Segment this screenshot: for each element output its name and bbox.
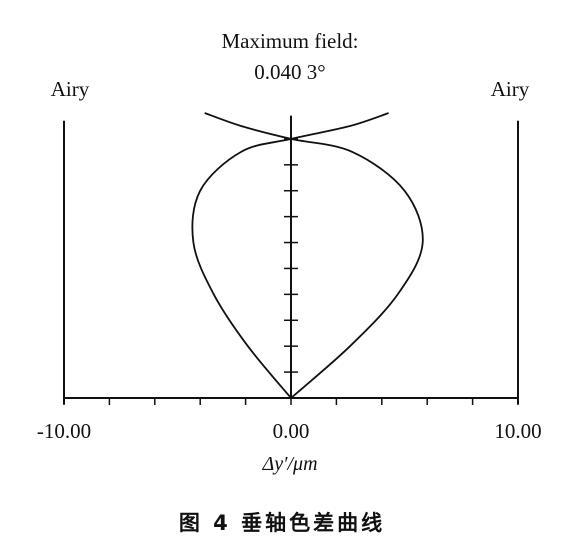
x-tick-label: 10.00 xyxy=(494,419,541,443)
airy-right-label: Airy xyxy=(491,77,530,101)
chart-plot: Maximum field: 0.040 3° Airy Airy Δy′/μm… xyxy=(37,29,542,475)
chart-title: Maximum field: xyxy=(221,29,358,53)
x-tick-label: 0.00 xyxy=(273,419,310,443)
chart-marks: -10.00 0.00 10.00 xyxy=(37,112,542,443)
chart-subtitle: 0.040 3° xyxy=(254,60,325,84)
x-tick-label: -10.00 xyxy=(37,419,91,443)
series-curve-1 xyxy=(191,112,389,399)
figure-caption: 图 4 垂轴色差曲线 xyxy=(178,511,386,535)
series-curve-2 xyxy=(204,112,424,399)
airy-left-label: Airy xyxy=(51,77,90,101)
x-axis-label: Δy′/μm xyxy=(261,453,317,475)
